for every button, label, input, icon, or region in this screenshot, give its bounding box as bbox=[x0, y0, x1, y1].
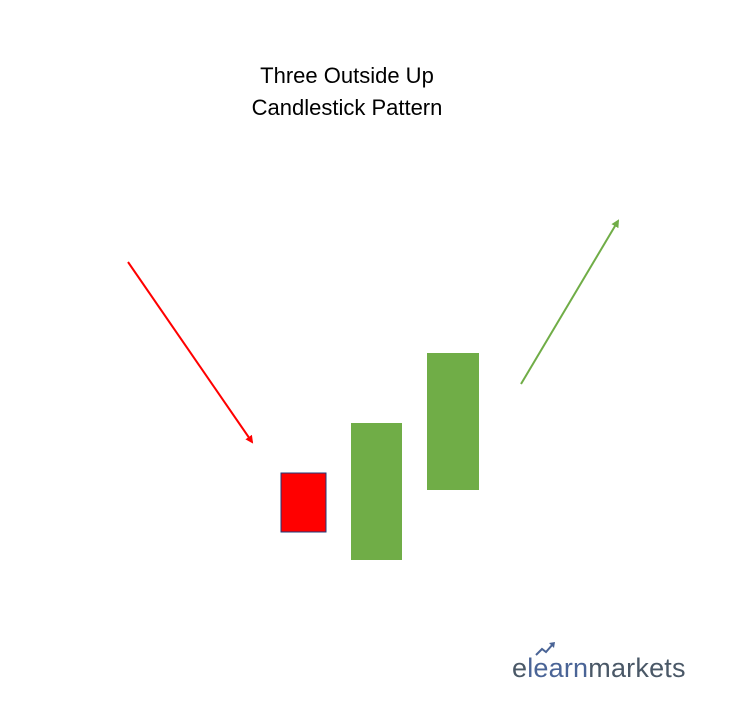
bearish-candle bbox=[280, 472, 327, 533]
logo-text-markets: markets bbox=[588, 653, 686, 683]
downtrend-arrow bbox=[127, 261, 254, 444]
title-line-2: Candlestick Pattern bbox=[251, 95, 443, 120]
title-line-1: Three Outside Up bbox=[260, 63, 434, 88]
elearnmarkets-logo: elearnmarkets bbox=[512, 642, 686, 686]
diagram-title: Three Outside Up Candlestick Pattern bbox=[222, 60, 472, 124]
rising-arrow-icon bbox=[535, 642, 555, 656]
logo-text-e: e bbox=[512, 653, 528, 683]
bullish-confirmation-candle bbox=[427, 353, 479, 490]
bullish-engulfing-candle bbox=[351, 423, 402, 560]
uptrend-arrow bbox=[520, 219, 620, 385]
logo-text-learn: learn bbox=[527, 653, 589, 683]
